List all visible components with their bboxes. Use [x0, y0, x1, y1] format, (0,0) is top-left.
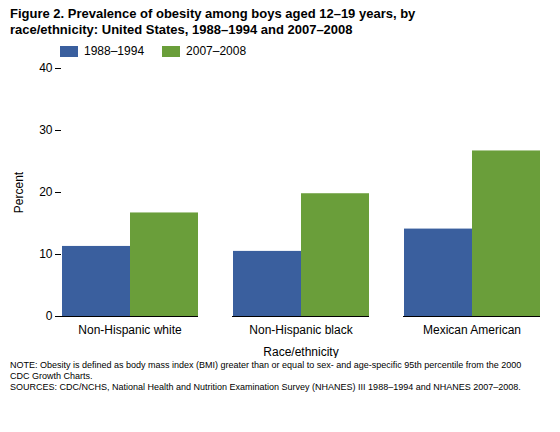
- svg-text:10: 10: [39, 247, 53, 261]
- html-text:2007–2008: 2007–2008: [186, 44, 247, 58]
- svg-text:20: 20: [39, 185, 53, 199]
- html-text:race/ethnicity: United States,: race/ethnicity: United States, 1988–1994…: [10, 22, 353, 37]
- svg-text:0: 0: [46, 309, 53, 323]
- html-text:CDC Growth Charts.: CDC Growth Charts.: [10, 371, 93, 381]
- svg-text:Race/ethnicity: Race/ethnicity: [263, 345, 338, 359]
- html-text:Figure 2. Prevalence of obesit: Figure 2. Prevalence of obesity among bo…: [10, 6, 416, 21]
- svg-text:Percent: Percent: [12, 171, 26, 213]
- svg-text:40: 40: [39, 61, 53, 75]
- svg-text:30: 30: [39, 123, 53, 137]
- svg-text:Non-Hispanic white: Non-Hispanic white: [78, 323, 182, 337]
- html-text:NOTE: Obesity is defined as bo: NOTE: Obesity is defined as body mass in…: [10, 360, 522, 370]
- svg-text:Mexican American: Mexican American: [423, 323, 521, 337]
- html-text:1988–1994: 1988–1994: [84, 44, 145, 58]
- html-text:SOURCES: CDC/NCHS, National He: SOURCES: CDC/NCHS, National Health and N…: [10, 382, 521, 392]
- svg-text:Non-Hispanic black: Non-Hispanic black: [249, 323, 353, 337]
